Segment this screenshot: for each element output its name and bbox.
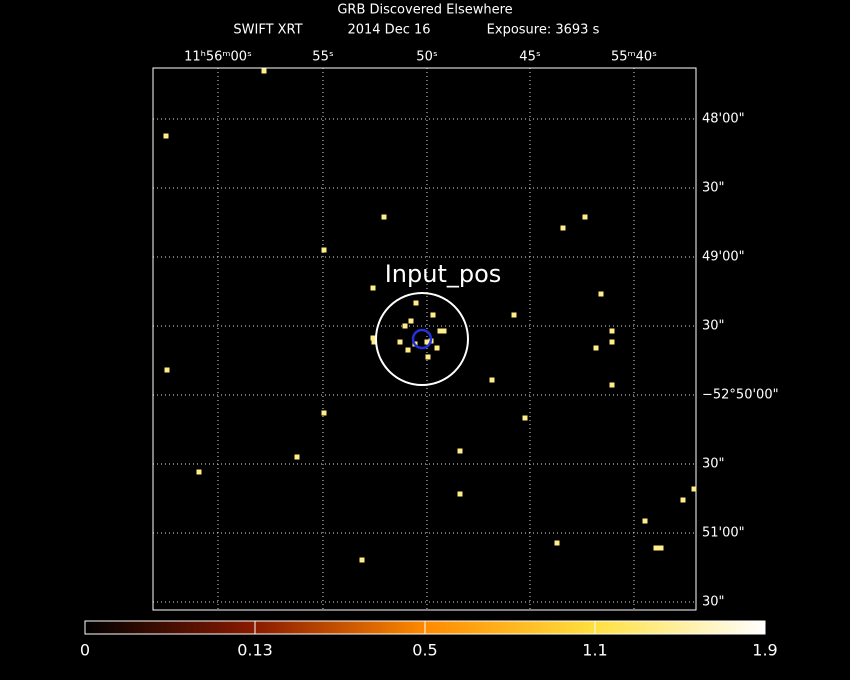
grid xyxy=(153,68,696,610)
photon xyxy=(582,214,588,220)
colorbar-label: 0.5 xyxy=(412,641,437,660)
photon xyxy=(164,367,170,373)
photon xyxy=(430,312,436,318)
photon xyxy=(261,68,267,74)
title: GRB Discovered Elsewhere xyxy=(337,3,512,18)
photon xyxy=(434,345,440,351)
photon xyxy=(370,335,376,341)
photon xyxy=(658,545,664,551)
top-axis-label: 55ˢ xyxy=(312,50,334,65)
date: 2014 Dec 16 xyxy=(347,23,430,38)
photon xyxy=(408,318,414,324)
photon xyxy=(424,339,430,345)
photon xyxy=(593,345,599,351)
colorbar-label: 1.9 xyxy=(752,641,777,660)
right-axis-label: 49'00" xyxy=(702,250,745,265)
top-axis-label: 45ˢ xyxy=(519,50,541,65)
photon xyxy=(425,354,431,360)
right-axis-label: 30" xyxy=(702,457,725,472)
photon xyxy=(609,339,615,345)
photon xyxy=(457,448,463,454)
right-axis-label: 30" xyxy=(702,181,725,196)
exposure: Exposure: 3693 s xyxy=(487,23,600,38)
photon xyxy=(381,214,387,220)
right-axis-label: −52°50'00" xyxy=(702,388,779,403)
photon xyxy=(321,247,327,253)
right-axis-label: 48'00" xyxy=(702,112,745,127)
source-region xyxy=(375,292,469,386)
top-axis-label: 55ᵐ40ˢ xyxy=(611,50,657,65)
photon xyxy=(402,323,408,329)
photon xyxy=(609,328,615,334)
colorbar-label: 1.1 xyxy=(582,641,607,660)
photons xyxy=(163,68,697,563)
colorbar-label: 0 xyxy=(80,641,90,660)
instrument: SWIFT XRT xyxy=(233,23,302,38)
photon xyxy=(598,291,604,297)
photon xyxy=(413,300,419,306)
photon xyxy=(457,491,463,497)
photon xyxy=(554,540,560,546)
photon xyxy=(691,486,697,492)
photon xyxy=(370,285,376,291)
photon xyxy=(405,347,411,353)
photon xyxy=(642,518,648,524)
photon xyxy=(522,415,528,421)
top-axis-label: 11ʰ56ᵐ00ˢ xyxy=(184,50,252,65)
frame xyxy=(152,67,697,611)
photon xyxy=(511,312,517,318)
photon xyxy=(371,339,377,345)
photon xyxy=(196,469,202,475)
photon xyxy=(441,328,447,334)
annotation: Input_pos xyxy=(385,260,502,288)
right-axis-label: 30" xyxy=(702,595,725,610)
photon xyxy=(680,497,686,503)
photon xyxy=(294,454,300,460)
right-axis-label: 30" xyxy=(702,319,725,334)
photon xyxy=(437,328,443,334)
photon xyxy=(653,545,659,551)
photon xyxy=(489,377,495,383)
colorbar-label: 0.13 xyxy=(237,641,273,660)
photon xyxy=(163,133,169,139)
photon xyxy=(397,339,403,345)
position-circle xyxy=(411,328,433,350)
right-axis-label: 51'00" xyxy=(702,526,745,541)
photon xyxy=(321,410,327,416)
photon xyxy=(359,557,365,563)
photon xyxy=(609,382,615,388)
photon xyxy=(560,225,566,231)
top-axis-label: 50ˢ xyxy=(416,50,438,65)
